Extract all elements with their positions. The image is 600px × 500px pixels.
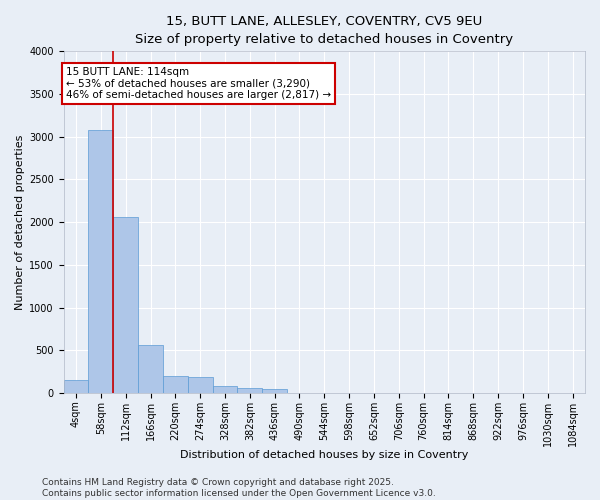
Title: 15, BUTT LANE, ALLESLEY, COVENTRY, CV5 9EU
Size of property relative to detached: 15, BUTT LANE, ALLESLEY, COVENTRY, CV5 9… (135, 15, 514, 46)
X-axis label: Distribution of detached houses by size in Coventry: Distribution of detached houses by size … (180, 450, 469, 460)
Bar (113, 217, 138, 393)
Bar (262, 388, 287, 393)
Bar (188, 376, 212, 393)
Bar (64, 380, 88, 393)
Bar (238, 388, 262, 393)
Text: 15 BUTT LANE: 114sqm
← 53% of detached houses are smaller (3,290)
46% of semi-de: 15 BUTT LANE: 114sqm ← 53% of detached h… (66, 66, 331, 100)
Bar (88, 130, 113, 393)
Bar (138, 345, 163, 393)
Text: Contains HM Land Registry data © Crown copyright and database right 2025.
Contai: Contains HM Land Registry data © Crown c… (42, 478, 436, 498)
Y-axis label: Number of detached properties: Number of detached properties (15, 134, 25, 310)
Bar (163, 376, 188, 393)
Bar (212, 386, 238, 393)
